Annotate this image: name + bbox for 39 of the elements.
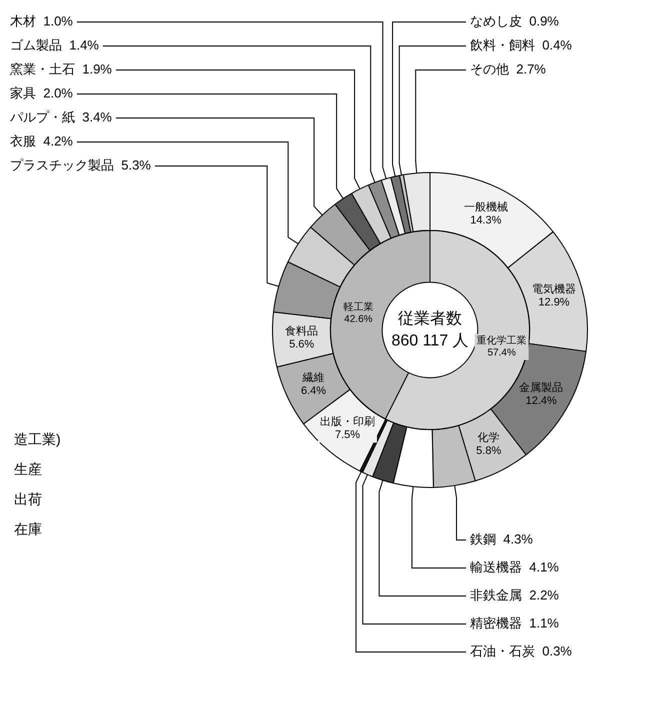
slice-label: 化学 [478,432,500,444]
slice-label: 食料品 [285,324,318,338]
slice-label: 電気機器 [532,283,576,296]
slice-label: 衣服 4.2% [10,134,74,149]
slice-label: 繊維 [302,371,325,384]
data-label: 57.4% [487,348,516,359]
data-label: 12.4% [526,395,558,408]
slice-label: 木材 1.0% [10,14,74,29]
slice-label: プラスチック製品 5.3% [10,158,152,173]
slice-label: 非鉄金属 2.2% [470,588,560,603]
slice-label: なめし皮 0.9% [470,14,560,29]
data-label: 12.9% [538,296,570,308]
slice-label: 窯業・土石 1.9% [10,62,112,77]
slice-label: ゴム製品 1.4% [10,38,100,53]
data-label: 42.6% [344,314,373,325]
text: 出荷 [14,490,42,507]
slice-label: パルプ・紙 3.4% [9,110,112,125]
slice-label: その他 2.7% [470,62,546,77]
text: 従業者数 [398,309,462,328]
slice-label: 重化学工業 [476,334,527,347]
slice-label: 飲料・飼料 0.4% [470,38,572,53]
text: 860 117 人 [391,332,469,350]
slice-label: 家具 2.0% [10,86,74,101]
slice-label: 出版・印刷 [320,415,375,428]
data-label: 5.6% [289,338,314,350]
slice-label: 鉄鋼 4.3% [470,532,534,547]
slice-label: 金属製品 [519,381,564,394]
text: 在庫 [14,520,42,537]
data-label: 7.5% [334,429,360,442]
slice-label: 一般機械 [464,200,508,214]
slice-label: 石油・石炭 0.3% [470,644,572,659]
slice-label: 精密機器 1.1% [470,616,560,631]
data-label: 14.3% [470,214,502,227]
text: 造工業) [14,430,61,447]
data-label: 6.4% [301,385,326,398]
text: 生産 [14,460,42,477]
data-label: 5.8% [476,444,502,457]
slice-label: 軽工業 [343,300,374,313]
slice-label: 輸送機器 4.1% [470,560,560,575]
